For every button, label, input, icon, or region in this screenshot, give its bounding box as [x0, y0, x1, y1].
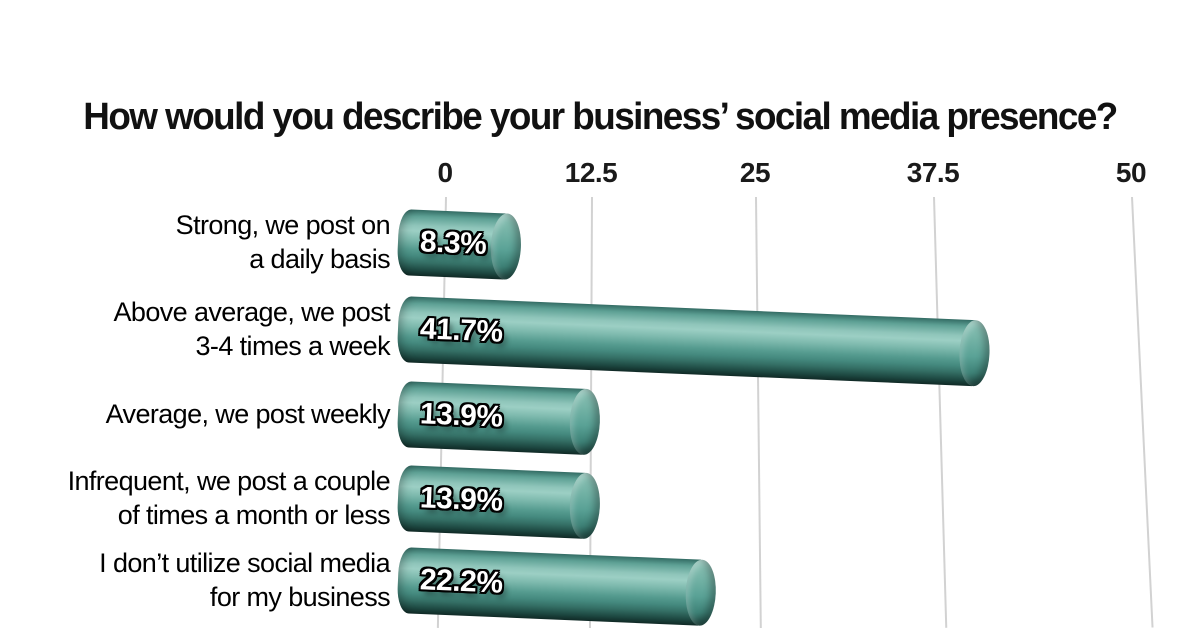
category-label: Infrequent, we post a couple of times a m… [10, 465, 391, 531]
chart-title: How would you describe your business’ so… [83, 96, 1118, 138]
x-axis-tick-label: 50 [1115, 157, 1147, 188]
bar-value-label: 8.3% [419, 225, 488, 262]
category-label-line: Above average, we post [113, 297, 391, 327]
category-label: Strong, we post on a daily basis [10, 209, 391, 275]
category-label-line: 3-4 times a week [195, 331, 391, 361]
x-axis-tick-label: 25 [739, 157, 771, 188]
category-label-line: for my business [209, 582, 391, 612]
x-axis-tick-label: 12.5 [564, 157, 618, 188]
grid-line [933, 196, 947, 628]
bar: 41.7% [396, 296, 991, 387]
bar-value-label: 13.9% [419, 397, 504, 434]
bar-value-label: 22.2% [419, 563, 504, 600]
category-label-line: of times a month or less [117, 500, 391, 530]
bar: 13.9% [396, 381, 602, 456]
grid-line [755, 196, 762, 628]
category-label-line: I don’t utilize social media [99, 548, 390, 578]
category-label: Average, we post weekly [10, 381, 391, 447]
category-label-line: Strong, we post on [175, 210, 391, 240]
category-label-line: Infrequent, we post a couple [67, 466, 391, 496]
category-label-line: a daily basis [249, 244, 390, 274]
bar-value-label: 13.9% [419, 481, 504, 518]
bar-value-label: 41.7% [419, 312, 504, 349]
bar: 13.9% [396, 465, 602, 540]
bar: 22.2% [396, 547, 718, 627]
bar: 8.3% [396, 209, 523, 281]
category-label: Above average, we post 3-4 times a week [10, 296, 391, 362]
x-axis-tick-label: 37.5 [906, 157, 960, 188]
x-axis-tick-label: 0 [437, 157, 453, 188]
category-label-line: Average, we post weekly [105, 399, 391, 429]
category-label: I don’t utilize social media for my busin… [10, 547, 390, 613]
grid-line [1131, 196, 1154, 628]
